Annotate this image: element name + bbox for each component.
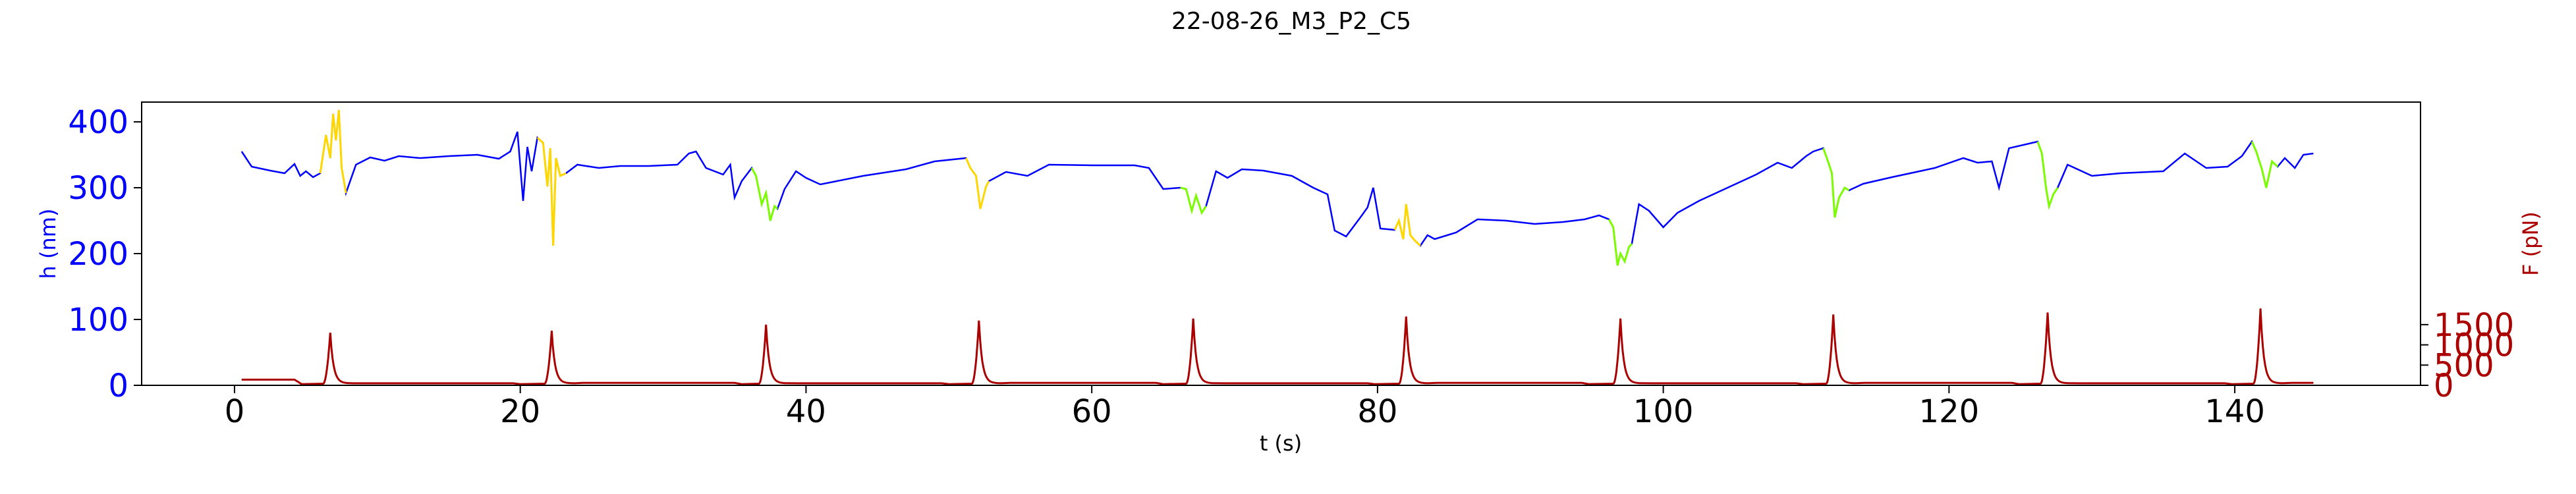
height-segment-yellow bbox=[965, 157, 990, 209]
y-right-tick-label: 0 bbox=[2434, 368, 2454, 404]
height-segment-green bbox=[1608, 219, 1633, 266]
y-left-tick-label: 300 bbox=[68, 170, 128, 207]
y-axis-left-label: h (nm) bbox=[36, 209, 61, 279]
x-tick-label: 100 bbox=[1633, 393, 1694, 430]
x-tick-label: 60 bbox=[1072, 393, 1112, 430]
x-tick-label: 120 bbox=[1919, 393, 1980, 430]
x-tick-label: 20 bbox=[500, 393, 540, 430]
y-right-tick-label: 1000 bbox=[2434, 327, 2514, 364]
y-right-tick-label: 500 bbox=[2434, 347, 2494, 384]
force-series bbox=[241, 308, 2314, 385]
height-segment-green bbox=[1180, 186, 1207, 215]
x-axis: 0 20 40 60 80 100 120 140 bbox=[225, 385, 2265, 430]
height-segment-green bbox=[2251, 141, 2279, 188]
height-segment-yellow bbox=[536, 136, 567, 246]
height-segment-yellow bbox=[319, 109, 347, 194]
y-axis-right-label: F (pN) bbox=[2518, 211, 2543, 276]
x-tick-label: 140 bbox=[2204, 393, 2265, 430]
x-axis-label: t (s) bbox=[1260, 431, 1302, 456]
chart-title: 22-08-26_M3_P2_C5 bbox=[1171, 8, 1411, 35]
y-right-tick-label: 1500 bbox=[2434, 307, 2514, 344]
x-tick-label: 40 bbox=[786, 393, 826, 430]
plot-frame bbox=[141, 101, 2421, 386]
height-series bbox=[240, 109, 2314, 266]
y-left-tick-label: 0 bbox=[108, 368, 128, 404]
y-left-tick-label: 400 bbox=[68, 104, 128, 141]
y-left-tick-label: 200 bbox=[68, 236, 128, 273]
y-axis-left: 0 100 200 300 400 bbox=[68, 104, 142, 404]
x-tick-label: 80 bbox=[1357, 393, 1397, 430]
height-segment-green bbox=[2036, 141, 2059, 210]
height-line bbox=[240, 109, 2314, 266]
force-line bbox=[241, 308, 2314, 385]
height-segment-yellow bbox=[1393, 204, 1421, 247]
height-segment-green bbox=[750, 167, 779, 221]
height-segment-green bbox=[1822, 148, 1850, 218]
y-left-tick-label: 100 bbox=[68, 302, 128, 339]
x-tick-label: 0 bbox=[225, 393, 245, 430]
